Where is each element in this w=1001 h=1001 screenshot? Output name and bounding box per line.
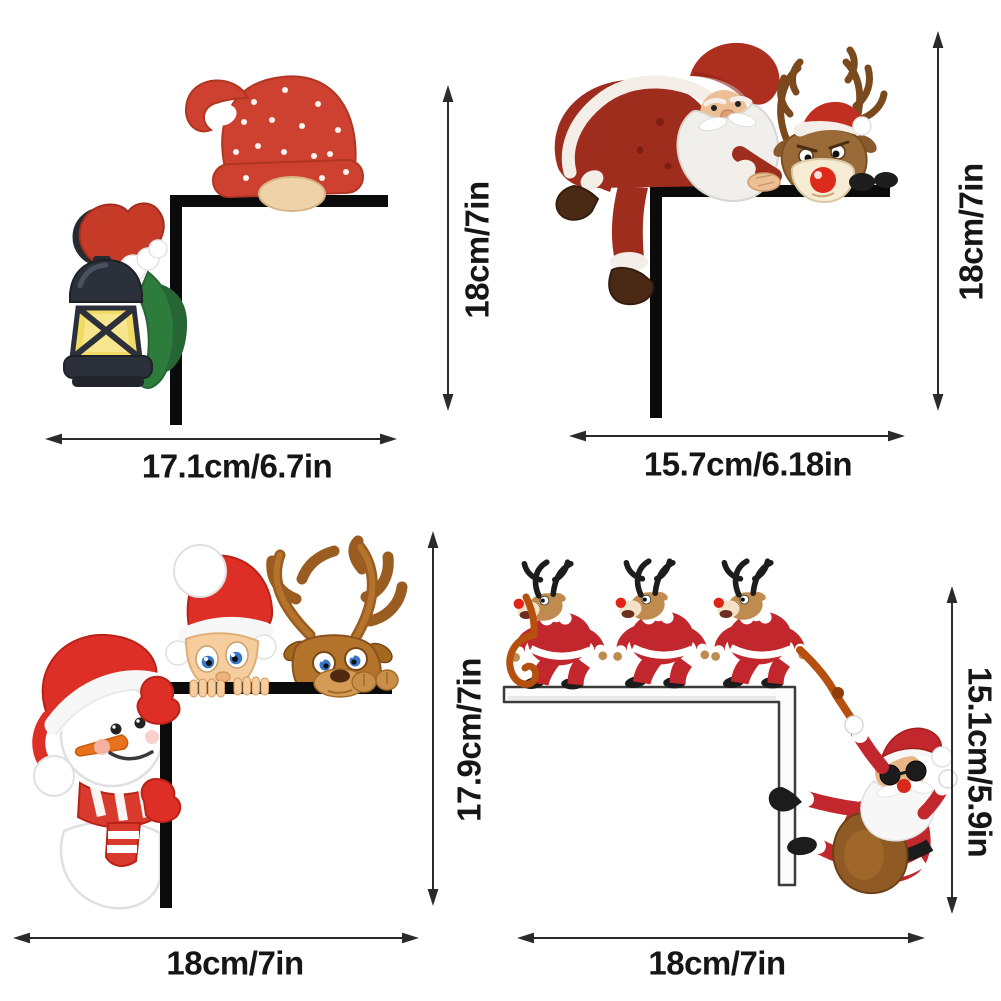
snowman-mitten-upper — [136, 675, 181, 725]
reindeer-santa-hat — [804, 101, 863, 130]
santa-boot — [608, 266, 654, 306]
height-dimension-arrow — [442, 85, 454, 411]
peeking-trio-illustration — [32, 535, 408, 910]
santa-nose — [897, 779, 911, 793]
mitten-holding-lantern — [63, 202, 188, 389]
height-dimension-label: 15.1cm/5.9in — [961, 666, 999, 858]
climbing-santa — [554, 42, 782, 306]
rope-knot — [832, 687, 844, 699]
holly-leaf — [136, 270, 175, 389]
snowman-mitten-lower — [140, 777, 182, 823]
santa-boot — [787, 836, 817, 856]
reindeer-team-illustration — [502, 555, 958, 895]
holly-leaf-dark — [160, 284, 188, 372]
snowman — [32, 633, 168, 910]
gnome-red-hat — [184, 75, 364, 212]
santa-hat — [880, 727, 943, 759]
santa-boot — [555, 184, 600, 221]
antlers — [777, 46, 888, 142]
width-dimension-arrow — [517, 932, 925, 944]
width-dimension-label: 18cm/7in — [648, 944, 786, 982]
santa-fingers — [189, 676, 269, 698]
width-dimension-label: 18cm/7in — [166, 944, 304, 982]
width-dimension-arrow — [569, 430, 905, 442]
gnome-nose — [258, 176, 326, 212]
hat-pompom — [33, 755, 75, 797]
width-dimension-label: 15.7cm/6.18in — [643, 445, 853, 483]
width-dimension-arrow — [13, 932, 419, 944]
peeking-santa — [165, 544, 277, 691]
reindeer-1 — [511, 562, 607, 691]
width-dimension-label: 17.1cm/6.7in — [141, 447, 333, 485]
santa-hat — [690, 42, 780, 105]
santa-glove-gripping-rope — [844, 715, 864, 735]
hat-pompom — [173, 544, 227, 598]
reindeer-head — [773, 46, 898, 204]
width-dimension-arrow — [45, 433, 397, 445]
height-dimension-arrow — [946, 586, 958, 914]
corner-frame-white — [502, 685, 797, 887]
corner-frame-side-bar — [650, 185, 662, 418]
santa-boot — [768, 787, 802, 812]
reindeer-muzzle-and-hooves — [313, 668, 399, 698]
reindeer-3 — [711, 561, 807, 690]
reindeer-2 — [613, 561, 709, 690]
height-dimension-arrow — [932, 31, 944, 411]
hanging-santa — [768, 715, 958, 895]
climbing-santa-illustration — [554, 42, 898, 418]
gnome-lantern-illustration — [63, 75, 388, 425]
peeking-reindeer — [266, 535, 408, 692]
height-dimension-arrow — [427, 531, 439, 906]
